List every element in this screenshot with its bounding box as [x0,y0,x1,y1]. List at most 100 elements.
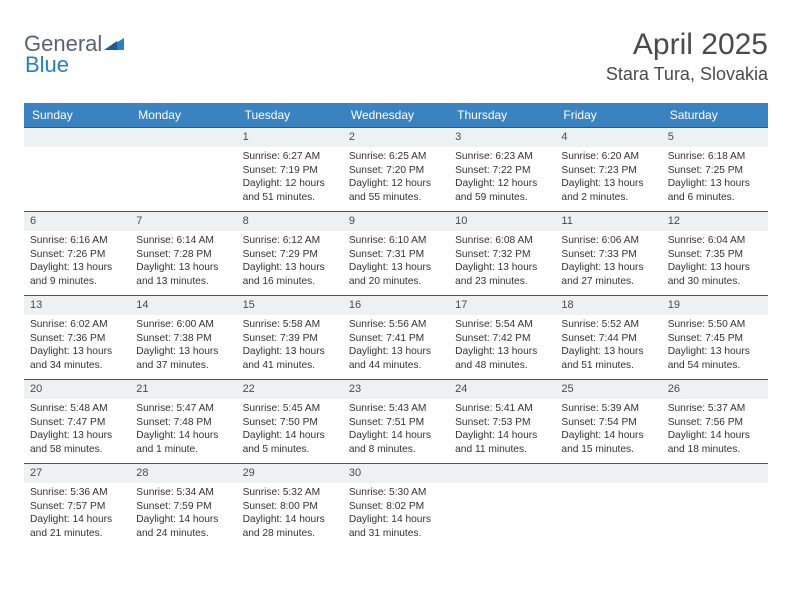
day-number: 10 [449,212,555,231]
calendar-day-cell: 14Sunrise: 6:00 AMSunset: 7:38 PMDayligh… [130,295,236,379]
day-details: Sunrise: 5:50 AMSunset: 7:45 PMDaylight:… [662,315,768,379]
sunrise-line: Sunrise: 5:58 AM [243,318,337,332]
day-details: Sunrise: 6:10 AMSunset: 7:31 PMDaylight:… [343,231,449,295]
day-details: Sunrise: 6:04 AMSunset: 7:35 PMDaylight:… [662,231,768,295]
sunrise-line: Sunrise: 5:52 AM [561,318,655,332]
daylight-line: Daylight: 13 hours and 51 minutes. [561,345,655,373]
calendar-day-cell: 29Sunrise: 5:32 AMSunset: 8:00 PMDayligh… [237,463,343,547]
calendar-day-cell: 19Sunrise: 5:50 AMSunset: 7:45 PMDayligh… [662,295,768,379]
day-details: Sunrise: 6:12 AMSunset: 7:29 PMDaylight:… [237,231,343,295]
day-details: Sunrise: 5:37 AMSunset: 7:56 PMDaylight:… [662,399,768,463]
weekday-header: Saturday [662,103,768,127]
day-details: Sunrise: 6:00 AMSunset: 7:38 PMDaylight:… [130,315,236,379]
sunrise-line: Sunrise: 6:27 AM [243,150,337,164]
sunrise-line: Sunrise: 5:41 AM [455,402,549,416]
day-number: 7 [130,212,236,231]
day-number: 28 [130,464,236,483]
sunset-line: Sunset: 7:25 PM [668,164,762,178]
calendar-day-cell: 23Sunrise: 5:43 AMSunset: 7:51 PMDayligh… [343,379,449,463]
weekday-header: Friday [555,103,661,127]
logo-triangle-icon [104,30,124,56]
sunset-line: Sunset: 7:36 PM [30,332,124,346]
sunset-line: Sunset: 7:29 PM [243,248,337,262]
sunset-line: Sunset: 7:22 PM [455,164,549,178]
day-number: 1 [237,128,343,147]
day-details: Sunrise: 6:06 AMSunset: 7:33 PMDaylight:… [555,231,661,295]
day-number: 14 [130,296,236,315]
sunset-line: Sunset: 7:35 PM [668,248,762,262]
day-number: 15 [237,296,343,315]
daylight-line: Daylight: 13 hours and 27 minutes. [561,261,655,289]
day-details: Sunrise: 5:54 AMSunset: 7:42 PMDaylight:… [449,315,555,379]
sunset-line: Sunset: 7:26 PM [30,248,124,262]
sunrise-line: Sunrise: 5:54 AM [455,318,549,332]
calendar-day-cell: 22Sunrise: 5:45 AMSunset: 7:50 PMDayligh… [237,379,343,463]
daylight-line: Daylight: 13 hours and 41 minutes. [243,345,337,373]
sunset-line: Sunset: 7:33 PM [561,248,655,262]
calendar-day-cell: 27Sunrise: 5:36 AMSunset: 7:57 PMDayligh… [24,463,130,547]
daylight-line: Daylight: 13 hours and 23 minutes. [455,261,549,289]
daylight-line: Daylight: 13 hours and 6 minutes. [668,177,762,205]
calendar-day-cell: 17Sunrise: 5:54 AMSunset: 7:42 PMDayligh… [449,295,555,379]
sunset-line: Sunset: 8:02 PM [349,500,443,514]
calendar-day-cell: 16Sunrise: 5:56 AMSunset: 7:41 PMDayligh… [343,295,449,379]
day-number: 8 [237,212,343,231]
calendar-empty-cell [24,127,130,211]
day-number: 13 [24,296,130,315]
calendar: SundayMondayTuesdayWednesdayThursdayFrid… [24,103,768,547]
day-number: 27 [24,464,130,483]
sunrise-line: Sunrise: 6:02 AM [30,318,124,332]
day-number: 6 [24,212,130,231]
day-number: 12 [662,212,768,231]
day-details: Sunrise: 6:02 AMSunset: 7:36 PMDaylight:… [24,315,130,379]
calendar-day-cell: 4Sunrise: 6:20 AMSunset: 7:23 PMDaylight… [555,127,661,211]
daynum-bar-empty [662,464,768,483]
sunrise-line: Sunrise: 6:10 AM [349,234,443,248]
daylight-line: Daylight: 13 hours and 13 minutes. [136,261,230,289]
day-details: Sunrise: 5:52 AMSunset: 7:44 PMDaylight:… [555,315,661,379]
daylight-line: Daylight: 14 hours and 8 minutes. [349,429,443,457]
title-month: April 2025 [606,28,768,62]
sunrise-line: Sunrise: 6:00 AM [136,318,230,332]
daylight-line: Daylight: 13 hours and 34 minutes. [30,345,124,373]
title-location: Stara Tura, Slovakia [606,64,768,85]
header: General April 2025 Stara Tura, Slovakia [24,28,768,85]
sunrise-line: Sunrise: 5:34 AM [136,486,230,500]
day-details: Sunrise: 5:45 AMSunset: 7:50 PMDaylight:… [237,399,343,463]
day-number: 11 [555,212,661,231]
day-details: Sunrise: 6:16 AMSunset: 7:26 PMDaylight:… [24,231,130,295]
calendar-empty-cell [555,463,661,547]
day-number: 29 [237,464,343,483]
daynum-bar-empty [449,464,555,483]
day-number: 30 [343,464,449,483]
daylight-line: Daylight: 13 hours and 2 minutes. [561,177,655,205]
sunset-line: Sunset: 7:28 PM [136,248,230,262]
daynum-bar-empty [130,128,236,147]
day-number: 16 [343,296,449,315]
weekday-header: Monday [130,103,236,127]
calendar-day-cell: 12Sunrise: 6:04 AMSunset: 7:35 PMDayligh… [662,211,768,295]
sunset-line: Sunset: 7:23 PM [561,164,655,178]
daylight-line: Daylight: 12 hours and 51 minutes. [243,177,337,205]
sunset-line: Sunset: 7:45 PM [668,332,762,346]
day-details: Sunrise: 5:58 AMSunset: 7:39 PMDaylight:… [237,315,343,379]
sunset-line: Sunset: 7:31 PM [349,248,443,262]
daylight-line: Daylight: 14 hours and 15 minutes. [561,429,655,457]
daylight-line: Daylight: 14 hours and 24 minutes. [136,513,230,541]
day-number: 25 [555,380,661,399]
daylight-line: Daylight: 13 hours and 54 minutes. [668,345,762,373]
sunset-line: Sunset: 7:19 PM [243,164,337,178]
sunrise-line: Sunrise: 6:08 AM [455,234,549,248]
calendar-day-cell: 28Sunrise: 5:34 AMSunset: 7:59 PMDayligh… [130,463,236,547]
day-number: 22 [237,380,343,399]
day-details: Sunrise: 5:30 AMSunset: 8:02 PMDaylight:… [343,483,449,547]
sunset-line: Sunset: 7:32 PM [455,248,549,262]
day-number: 21 [130,380,236,399]
day-details: Sunrise: 5:56 AMSunset: 7:41 PMDaylight:… [343,315,449,379]
calendar-day-cell: 5Sunrise: 6:18 AMSunset: 7:25 PMDaylight… [662,127,768,211]
calendar-day-cell: 11Sunrise: 6:06 AMSunset: 7:33 PMDayligh… [555,211,661,295]
day-details: Sunrise: 6:14 AMSunset: 7:28 PMDaylight:… [130,231,236,295]
sunrise-line: Sunrise: 6:04 AM [668,234,762,248]
day-details: Sunrise: 5:32 AMSunset: 8:00 PMDaylight:… [237,483,343,547]
daylight-line: Daylight: 14 hours and 11 minutes. [455,429,549,457]
